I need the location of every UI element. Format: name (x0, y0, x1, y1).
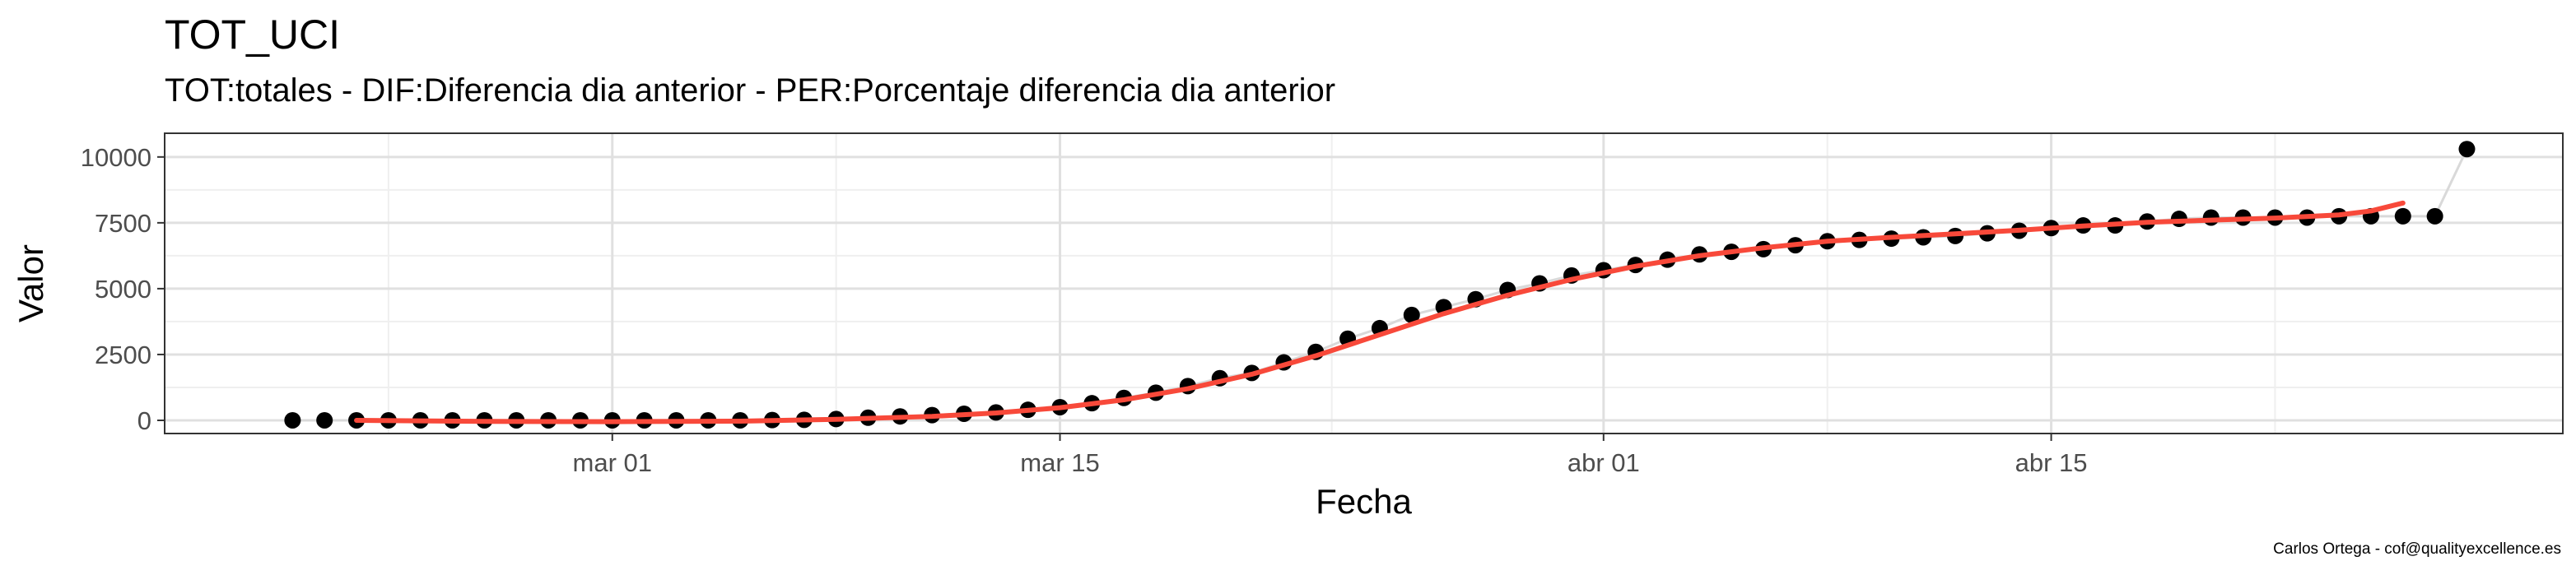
smooth-trend (354, 200, 2406, 424)
y-tick-label: 0 (137, 406, 151, 435)
x-tick-label: mar 01 (573, 448, 652, 477)
axes: 0 2500 5000 7500 10000 mar 01 mar 15 abr 01 abr … (81, 143, 2088, 477)
data-point (316, 411, 333, 429)
panel-border (164, 132, 2564, 434)
y-tick-label: 7500 (95, 209, 151, 238)
x-tick-label: mar 15 (1020, 448, 1099, 477)
data-point (2394, 207, 2411, 225)
chart-title: TOT_UCI (165, 12, 340, 58)
x-axis-label: Fecha (1316, 482, 1412, 521)
x-tick-label: abr 15 (2015, 448, 2088, 477)
grid-lines (165, 133, 2563, 434)
x-tick-label: abr 01 (1567, 448, 1640, 477)
data-point (1403, 306, 1420, 323)
y-tick-label: 10000 (81, 143, 151, 172)
data-point (2426, 207, 2443, 225)
chart-subtitle: TOT:totales - DIF:Diferencia dia anterio… (165, 72, 1336, 109)
smooth-trend-line (354, 200, 2406, 424)
data-point (284, 411, 301, 429)
y-tick-label: 5000 (95, 275, 151, 304)
chart-caption: Carlos Ortega - cof@qualityexcellence.es (2273, 540, 2561, 558)
y-axis-label: Valor (12, 244, 50, 322)
data-point (2458, 141, 2476, 158)
y-tick-label: 2500 (95, 341, 151, 369)
